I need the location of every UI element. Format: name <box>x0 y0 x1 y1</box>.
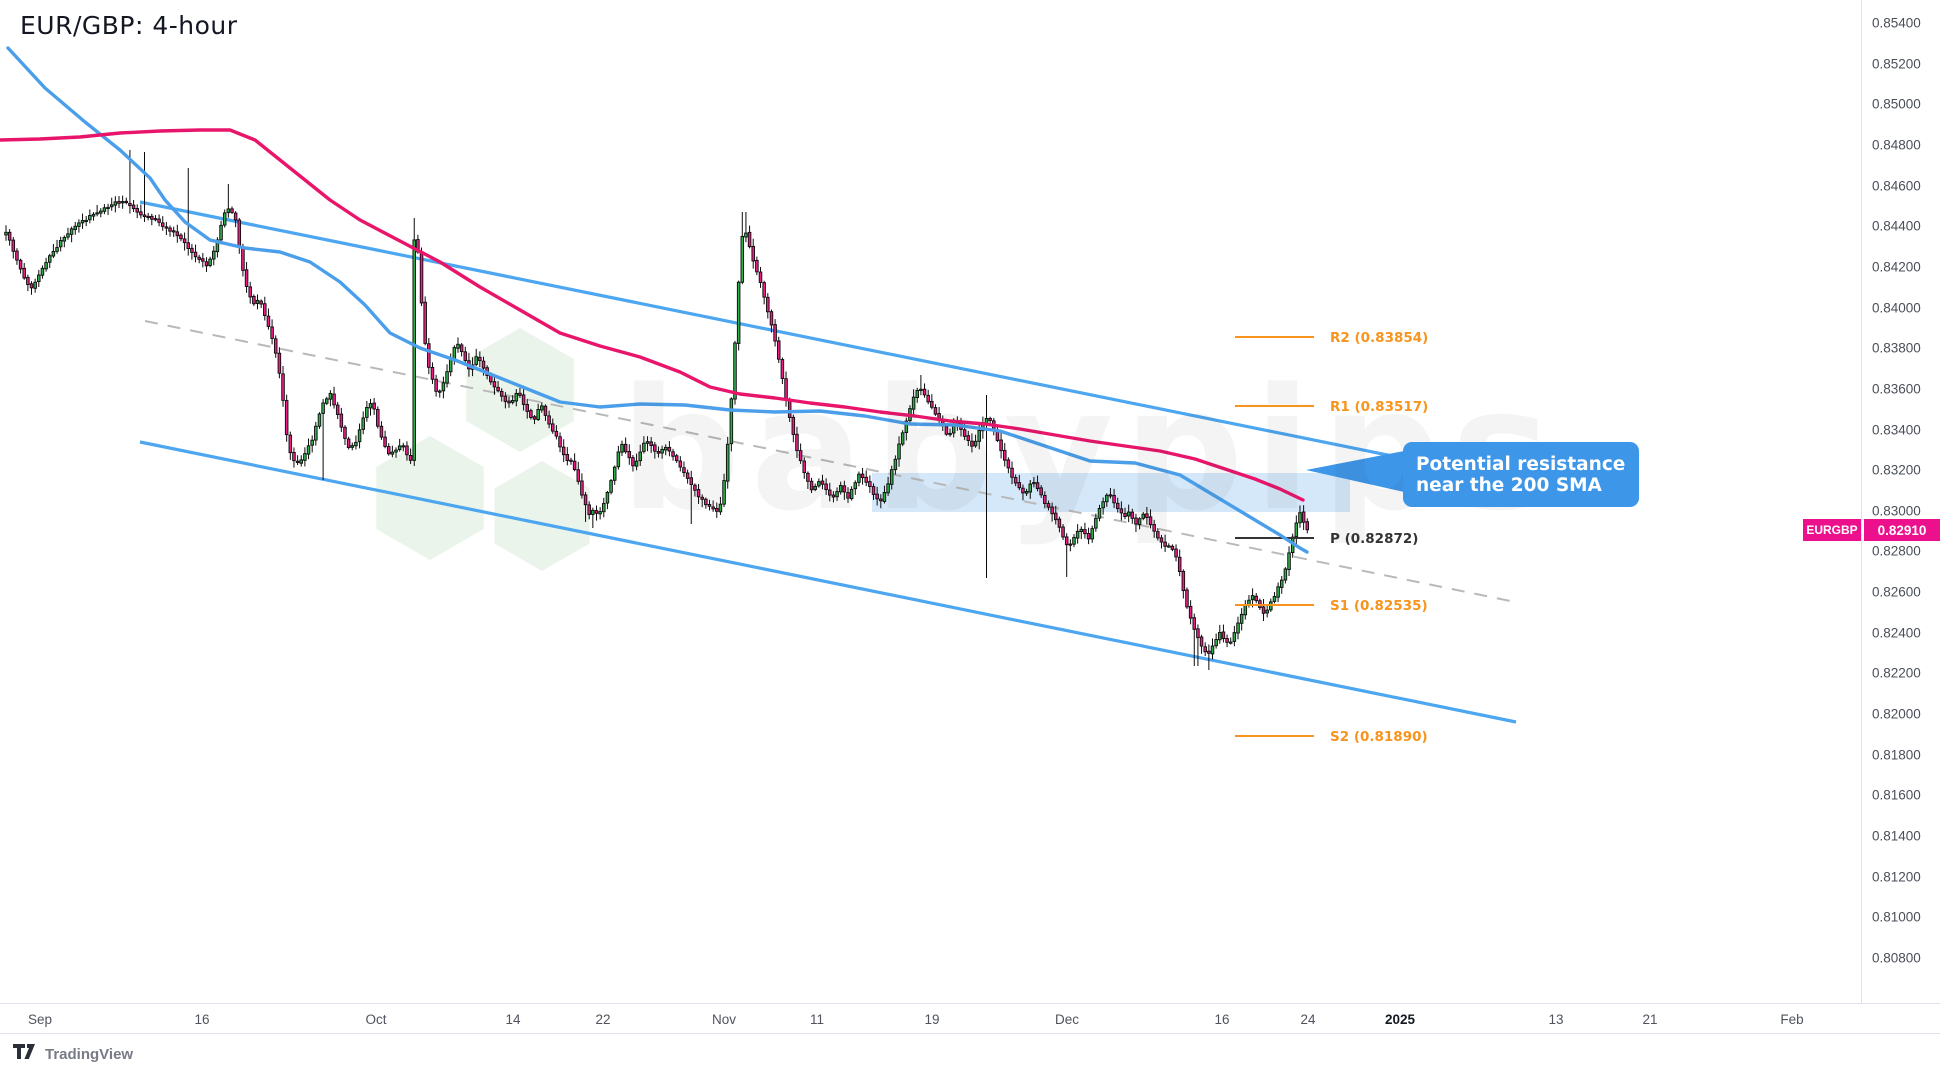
price-axis-label: 0.82800 <box>1872 543 1921 559</box>
price-axis-label: 0.81600 <box>1872 787 1921 803</box>
time-axis-label-24: 24 <box>1300 1012 1316 1027</box>
price-axis-label: 0.84000 <box>1872 300 1921 316</box>
tradingview-attribution[interactable]: TradingView <box>13 1043 133 1065</box>
last-price-badge: 0.82910 <box>1864 519 1940 541</box>
price-axis-label: 0.85000 <box>1872 96 1921 112</box>
price-axis-label: 0.81000 <box>1872 909 1921 925</box>
time-axis-separator <box>0 1003 1940 1004</box>
symbol-badge: EURGBP <box>1803 519 1861 541</box>
page-title: EUR/GBP: 4-hour <box>20 11 238 40</box>
price-axis-label: 0.84200 <box>1872 259 1921 275</box>
price-axis-label: 0.83800 <box>1872 340 1921 356</box>
time-axis-label-sep: Sep <box>27 1012 53 1027</box>
price-axis-label: 0.85200 <box>1872 56 1921 72</box>
channel-upper-line <box>139 200 1517 483</box>
footer-separator <box>0 1033 1940 1034</box>
pivot-label-P: P (0.82872) <box>1330 531 1419 547</box>
price-axis-label: 0.82000 <box>1872 706 1921 722</box>
time-axis-label-11: 11 <box>809 1012 825 1027</box>
channel-lower-line <box>139 440 1517 724</box>
tradingview-logo-icon <box>13 1043 38 1065</box>
price-axis-label: 0.84800 <box>1872 137 1921 153</box>
price-axis-label: 0.82400 <box>1872 625 1921 641</box>
time-axis-label-16: 16 <box>194 1012 210 1027</box>
price-axis-separator <box>1861 0 1862 1003</box>
sma-50-line[interactable] <box>6 46 1309 554</box>
callout-line-1: Potential resistance <box>1416 453 1626 475</box>
price-axis-label: 0.84400 <box>1872 218 1921 234</box>
pivot-label-S2: S2 (0.81890) <box>1330 729 1428 745</box>
callout-line-2: near the 200 SMA <box>1416 474 1602 496</box>
resistance-zone[interactable] <box>872 473 1350 512</box>
sma-200-line[interactable] <box>0 128 1305 502</box>
time-axis-label-feb: Feb <box>1780 1012 1804 1027</box>
price-axis-label: 0.81400 <box>1872 828 1921 844</box>
time-axis-label-14: 14 <box>505 1012 521 1027</box>
pivot-levels <box>1235 336 1314 737</box>
time-axis-label-oct: Oct <box>365 1012 387 1027</box>
price-axis-label: 0.85400 <box>1872 15 1921 31</box>
time-axis-label-nov: Nov <box>711 1012 737 1027</box>
price-axis-label: 0.80800 <box>1872 950 1921 966</box>
price-axis-label: 0.83400 <box>1872 422 1921 437</box>
time-axis-label-16: 16 <box>1214 1012 1230 1027</box>
price-axis-label: 0.83600 <box>1872 381 1921 397</box>
time-axis-label-19: 19 <box>924 1012 940 1027</box>
time-axis-label-2025: 2025 <box>1384 1012 1416 1027</box>
pivot-label-R1: R1 (0.83517) <box>1330 399 1429 415</box>
time-axis-label-22: 22 <box>595 1012 611 1027</box>
pivot-label-R2: R2 (0.83854) <box>1330 330 1429 346</box>
price-axis-label: 0.81200 <box>1872 869 1921 885</box>
pivot-label-S1: S1 (0.82535) <box>1330 598 1428 614</box>
time-axis-label-13: 13 <box>1548 1012 1564 1027</box>
tradingview-label: TradingView <box>45 1045 134 1063</box>
channel-midline <box>144 320 1516 603</box>
trend-channel[interactable] <box>139 200 1517 724</box>
price-axis-label: 0.83000 <box>1872 503 1921 519</box>
resistance-callout[interactable]: Potential resistance near the 200 SMA <box>1403 442 1639 507</box>
price-axis-label: 0.83200 <box>1872 462 1921 478</box>
price-axis-label: 0.84600 <box>1872 178 1921 194</box>
time-axis-label-dec: Dec <box>1054 1012 1080 1027</box>
callout-tail <box>1306 451 1404 492</box>
price-axis-label: 0.81800 <box>1872 747 1921 763</box>
price-axis-label: 0.82600 <box>1872 584 1921 600</box>
time-axis-label-21: 21 <box>1642 1012 1658 1027</box>
candlestick-series[interactable] <box>4 150 1310 670</box>
babypips-hexagon-logo <box>376 328 590 571</box>
price-axis-label: 0.82200 <box>1872 665 1921 681</box>
